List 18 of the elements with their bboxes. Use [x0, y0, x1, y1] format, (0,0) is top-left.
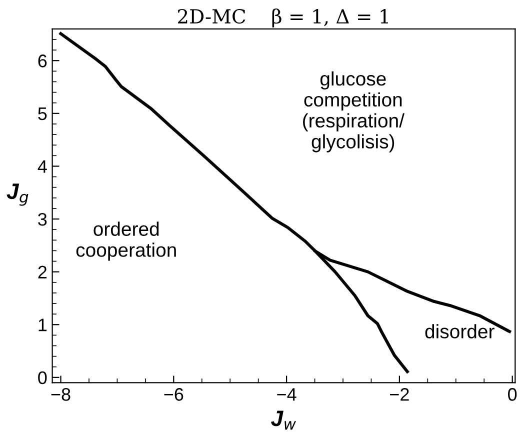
- y-tick-label: 0: [38, 371, 47, 384]
- annotation: disorder: [425, 324, 494, 338]
- annotation: ordered cooperation: [76, 222, 176, 261]
- y-tick-label: 5: [38, 108, 47, 120]
- x-tick-label: −2: [390, 388, 409, 401]
- y-tick-label: 1: [38, 318, 47, 332]
- x-tick-label: −8: [51, 388, 70, 401]
- x-tick-label: −4: [277, 388, 296, 401]
- y-tick-label: 2: [38, 266, 47, 278]
- y-axis-title: J$_{g}$: [6, 184, 28, 206]
- annotation: glucose competition (respiration/ glycolisis): [303, 71, 404, 152]
- y-tick-label: 3: [38, 212, 47, 226]
- chart-title: 2D-MC β = 1, Δ = 1: [178, 8, 388, 28]
- x-tick-label: −6: [164, 388, 184, 401]
- x-axis-title: J$_{w}$: [271, 410, 296, 430]
- x-tick-label: 0: [508, 388, 517, 401]
- y-tick-label: 4: [38, 160, 47, 173]
- y-tick-label: 6: [38, 54, 47, 68]
